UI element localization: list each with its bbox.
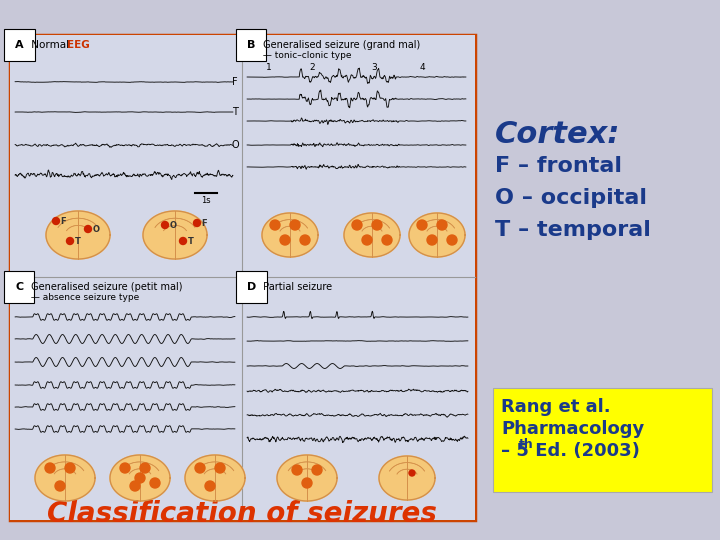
Text: – 5: – 5: [501, 442, 529, 460]
Bar: [242, 277, 475, 520]
Bar: [10, 35, 242, 277]
Text: T: T: [74, 237, 81, 246]
Bar: [10, 277, 242, 520]
Polygon shape: [35, 455, 95, 501]
Text: F – frontal: F – frontal: [495, 156, 622, 176]
Circle shape: [53, 218, 60, 225]
Text: C: C: [15, 282, 23, 292]
Text: D: D: [247, 282, 256, 292]
Bar: [242, 35, 475, 277]
Circle shape: [135, 473, 145, 483]
Text: — tonic–clonic type: — tonic–clonic type: [260, 51, 351, 60]
Text: 1: 1: [266, 63, 272, 72]
Text: 2: 2: [309, 63, 315, 72]
Text: O: O: [92, 225, 99, 233]
Circle shape: [312, 465, 322, 475]
Circle shape: [372, 220, 382, 230]
Polygon shape: [185, 455, 245, 501]
Text: Rang et al.: Rang et al.: [501, 398, 611, 416]
Circle shape: [205, 481, 215, 491]
Circle shape: [270, 220, 280, 230]
Text: Generalised seizure (grand mal): Generalised seizure (grand mal): [260, 40, 420, 50]
FancyBboxPatch shape: [493, 388, 712, 492]
Text: O – occipital: O – occipital: [495, 188, 647, 208]
Text: th: th: [519, 438, 534, 451]
Circle shape: [292, 465, 302, 475]
Text: O: O: [232, 140, 240, 150]
Circle shape: [66, 238, 73, 245]
Circle shape: [55, 481, 65, 491]
Text: 3: 3: [371, 63, 377, 72]
Text: A: A: [15, 40, 24, 50]
Text: Generalised seizure (petit mal): Generalised seizure (petit mal): [28, 282, 182, 292]
Circle shape: [215, 463, 225, 473]
Circle shape: [427, 235, 437, 245]
Text: T: T: [187, 237, 194, 246]
Polygon shape: [110, 455, 170, 501]
Circle shape: [280, 235, 290, 245]
Circle shape: [84, 226, 91, 233]
Polygon shape: [262, 213, 318, 257]
Text: F: F: [60, 217, 66, 226]
Text: T – temporal: T – temporal: [495, 220, 651, 240]
Circle shape: [362, 235, 372, 245]
Text: 4: 4: [419, 63, 425, 72]
Circle shape: [290, 220, 300, 230]
Text: Partial seizure: Partial seizure: [260, 282, 332, 292]
Text: Pharmacology: Pharmacology: [501, 420, 644, 438]
Polygon shape: [277, 455, 337, 501]
Circle shape: [140, 463, 150, 473]
Polygon shape: [143, 211, 207, 259]
Bar: [10, 35, 475, 520]
Circle shape: [300, 235, 310, 245]
Circle shape: [120, 463, 130, 473]
Text: Cortex:: Cortex:: [495, 120, 621, 149]
Text: B: B: [247, 40, 256, 50]
Circle shape: [194, 219, 200, 226]
Circle shape: [179, 238, 186, 245]
Polygon shape: [46, 211, 110, 259]
Circle shape: [150, 478, 160, 488]
Text: 1s: 1s: [201, 196, 211, 205]
Polygon shape: [344, 213, 400, 257]
Circle shape: [45, 463, 55, 473]
Text: T: T: [232, 107, 238, 117]
Polygon shape: [409, 213, 465, 257]
Circle shape: [409, 470, 415, 476]
Circle shape: [352, 220, 362, 230]
Text: F: F: [232, 77, 238, 87]
Text: EEG: EEG: [67, 40, 90, 50]
Circle shape: [447, 235, 457, 245]
Text: F: F: [202, 219, 207, 227]
Circle shape: [417, 220, 427, 230]
Text: O: O: [169, 220, 176, 230]
Text: Normal: Normal: [28, 40, 76, 50]
Circle shape: [302, 478, 312, 488]
Circle shape: [130, 481, 140, 491]
Polygon shape: [379, 456, 435, 500]
Circle shape: [195, 463, 205, 473]
Circle shape: [65, 463, 75, 473]
Text: Ed. (2003): Ed. (2003): [529, 442, 640, 460]
Circle shape: [437, 220, 447, 230]
Text: Classification of seizures: Classification of seizures: [47, 500, 437, 528]
Text: — absence seizure type: — absence seizure type: [28, 293, 139, 302]
Circle shape: [161, 221, 168, 228]
Circle shape: [382, 235, 392, 245]
